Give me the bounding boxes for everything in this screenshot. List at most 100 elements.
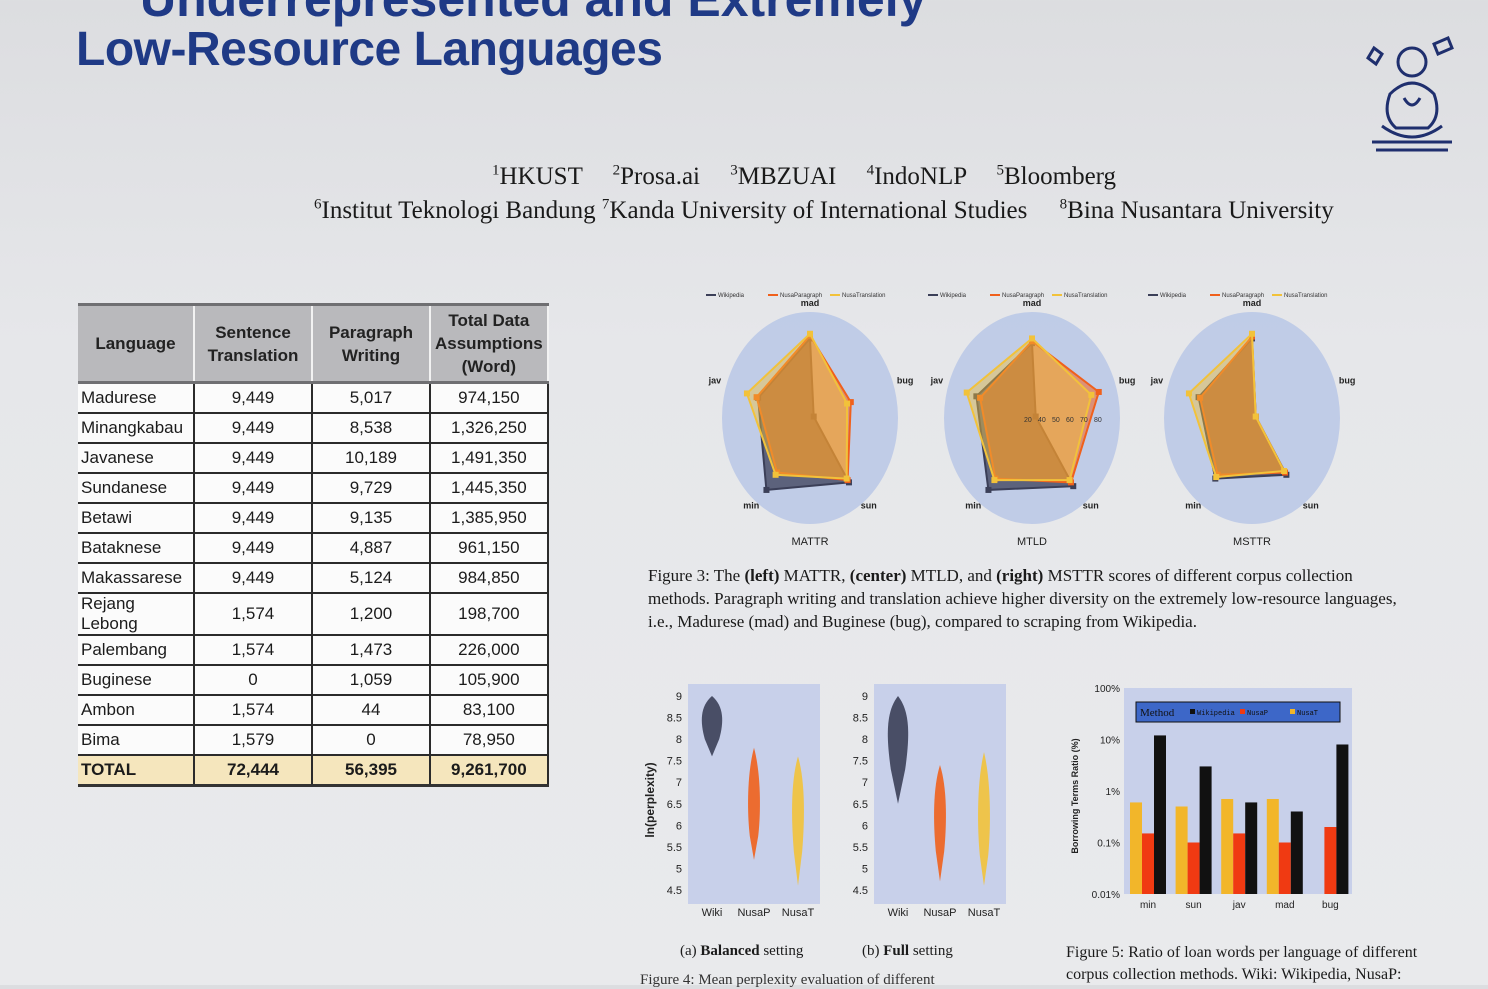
radar-point bbox=[1088, 391, 1095, 398]
y-tick-label: 6.5 bbox=[853, 799, 868, 811]
x-category-label: min bbox=[1140, 900, 1156, 911]
col-header-paragraph-writing: Paragraph Writing bbox=[312, 303, 431, 384]
violin-nusat bbox=[792, 756, 804, 886]
y-tick-label: 100% bbox=[1094, 684, 1120, 695]
cell-value: 9,729 bbox=[312, 473, 431, 504]
legend-label: NusaT bbox=[1297, 710, 1318, 718]
cell-value: 44 bbox=[312, 695, 431, 726]
cell-value: 9,449 bbox=[194, 413, 313, 444]
table-row: Palembang 1,574 1,473 226,000 bbox=[78, 635, 549, 666]
radar-series-nusatranslation bbox=[1187, 331, 1286, 479]
radar-axis-label: jav bbox=[930, 375, 944, 385]
radar-point bbox=[743, 390, 750, 397]
col-header-sentence-translation: Sentence Translation bbox=[194, 303, 313, 384]
figure5-caption-line2: corpus collection methods. Wiki: Wikiped… bbox=[1066, 966, 1402, 983]
figure3-caption: Figure 3: The (left) MATTR, (center) MTL… bbox=[648, 564, 1398, 633]
cell-value: 961,150 bbox=[430, 533, 549, 564]
caption-fragment: MSTTR scores of different corpus collect… bbox=[648, 566, 1397, 631]
legend-label: NusaParagraph bbox=[780, 293, 822, 299]
radar-axis-label: min bbox=[743, 501, 759, 511]
table-total-row: TOTAL 72,444 56,395 9,261,700 bbox=[78, 755, 549, 787]
radar-tick-label: 60 bbox=[1066, 417, 1074, 424]
cell-value: 9,449 bbox=[194, 503, 313, 534]
cell-value: 9,449 bbox=[194, 443, 313, 474]
x-category-label: NusaP bbox=[737, 907, 770, 919]
x-category-label: mad bbox=[1275, 900, 1294, 911]
cell-language: Bima bbox=[78, 725, 195, 756]
affiliations-line-2: 6Institut Teknologi Bandung 7Kanda Unive… bbox=[314, 197, 1334, 225]
radar-tick-label: 20 bbox=[1024, 417, 1032, 424]
cell-value: 9,449 bbox=[194, 563, 313, 594]
cell-value: 9,449 bbox=[194, 473, 313, 504]
y-tick-label: 0.01% bbox=[1092, 890, 1120, 901]
y-tick-label: 7 bbox=[862, 777, 868, 789]
affiliation-7: 7Kanda University of International Studi… bbox=[601, 197, 1028, 225]
radar-axis-label: jav bbox=[1150, 375, 1164, 385]
radar-axis-label: mad bbox=[1243, 298, 1262, 308]
figure3-caption-label: Figure 3: bbox=[648, 566, 710, 585]
caption-fragment: MATTR, bbox=[779, 566, 850, 585]
y-tick-label: 6 bbox=[676, 820, 682, 832]
cell-value: 4,887 bbox=[312, 533, 431, 564]
cell-value: 83,100 bbox=[430, 695, 549, 726]
y-tick-label: 7.5 bbox=[667, 756, 682, 768]
legend-label: NusaTranslation bbox=[1284, 293, 1327, 299]
bar-wikipedia bbox=[1154, 735, 1166, 894]
radar-axis-label: mad bbox=[1023, 298, 1042, 308]
legend-label: Wikipedia bbox=[718, 293, 745, 299]
table-row: Bataknese 9,449 4,887 961,150 bbox=[78, 533, 549, 564]
radar-title: MTLD bbox=[1017, 536, 1047, 548]
bar-wikipedia bbox=[1336, 744, 1349, 894]
y-tick-label: 9 bbox=[676, 691, 682, 703]
cell-language: Betawi bbox=[78, 503, 195, 534]
table-row: Bima 1,579 0 78,950 bbox=[78, 725, 549, 756]
caption-fragment: MTLD, and bbox=[906, 566, 997, 585]
radar-msttr: Wikipedia NusaParagraph NusaTranslation mad… bbox=[1142, 283, 1362, 553]
y-axis-label: Borrowing Terms Ratio (%) bbox=[1070, 738, 1080, 853]
bar-nusap bbox=[1324, 826, 1337, 894]
cell-language: Javanese bbox=[78, 443, 195, 474]
radar-point bbox=[847, 399, 854, 406]
legend-label: NusaTranslation bbox=[1064, 293, 1107, 299]
language-data-table: Language Sentence Translation Paragraph … bbox=[78, 303, 549, 787]
violin-nusap bbox=[748, 747, 760, 860]
cell-value: 1,326,250 bbox=[430, 413, 549, 444]
x-category-label: Wiki bbox=[888, 907, 909, 919]
cell-language: Rejang Lebong bbox=[78, 593, 195, 636]
caption-fragment: (center) bbox=[849, 566, 907, 585]
cell-value: 105,900 bbox=[430, 665, 549, 696]
x-category-label: Wiki bbox=[702, 907, 723, 919]
cell-value: 9,449 bbox=[194, 382, 313, 414]
affiliation-3: 3MBZUAI bbox=[730, 163, 837, 191]
y-tick-label: 0.1% bbox=[1097, 839, 1120, 850]
caption-fragment: The bbox=[709, 566, 745, 585]
x-category-label: NusaT bbox=[968, 907, 1001, 919]
radar-point bbox=[1185, 390, 1192, 397]
cell-value: 0 bbox=[312, 725, 431, 756]
radar-series-nusatranslation bbox=[965, 337, 1093, 482]
y-tick-label: 5.5 bbox=[667, 842, 682, 854]
affiliation-4: 4IndoNLP bbox=[866, 163, 967, 191]
radar-axis-label: min bbox=[1185, 501, 1201, 511]
y-tick-label: 8.5 bbox=[853, 713, 868, 725]
legend-swatch bbox=[1190, 709, 1195, 714]
cell-value: 9,449 bbox=[194, 533, 313, 564]
cell-value: 1,491,350 bbox=[430, 443, 549, 474]
cell-value: 226,000 bbox=[430, 635, 549, 666]
legend-label: NusaTranslation bbox=[842, 293, 885, 299]
radar-point bbox=[807, 330, 813, 337]
violin-full: 4.5 5 5.5 6 6.5 7 7.5 8 8.5 9 Wiki NusaP NusaT bbox=[830, 680, 1010, 920]
radar-axis-label: sun bbox=[861, 501, 877, 511]
bar-wikipedia bbox=[1290, 811, 1303, 894]
table-row: Buginese 0 1,059 105,900 bbox=[78, 665, 549, 696]
radar-point bbox=[973, 393, 980, 400]
figure4-caption: Figure 4: Mean perplexity evaluation of … bbox=[640, 972, 935, 988]
y-tick-label: 1% bbox=[1106, 787, 1121, 798]
cell-language: Minangkabau bbox=[78, 413, 195, 444]
loanword-bar-chart: 0.01% 0.1% 1% 10% 100% Borrowing Terms Ratio … bbox=[1066, 676, 1366, 916]
cell-value: 10,189 bbox=[312, 443, 431, 474]
y-tick-label: 7 bbox=[676, 777, 682, 789]
caption-fragment: (right) bbox=[996, 566, 1044, 585]
cell-language: Sundanese bbox=[78, 473, 195, 504]
radar-point bbox=[977, 394, 984, 401]
